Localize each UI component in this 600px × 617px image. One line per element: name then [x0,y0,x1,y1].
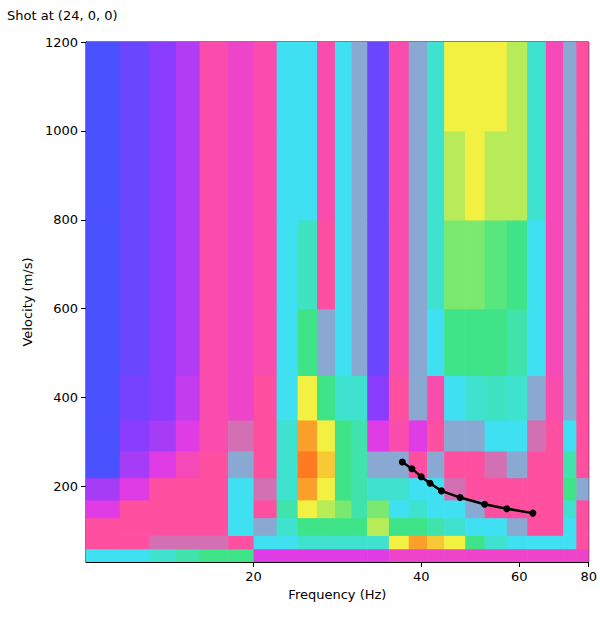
svg-text:200: 200 [53,479,78,494]
svg-text:Shot at (24, 0, 0): Shot at (24, 0, 0) [7,8,118,23]
svg-text:800: 800 [53,212,78,227]
svg-text:600: 600 [53,301,78,316]
svg-text:80: 80 [580,569,597,584]
svg-text:60: 60 [511,569,528,584]
svg-text:Velocity (m/s): Velocity (m/s) [20,257,35,346]
svg-text:Frequency (Hz): Frequency (Hz) [288,587,386,602]
svg-text:400: 400 [53,390,78,405]
svg-text:1200: 1200 [45,35,78,50]
svg-text:20: 20 [245,569,262,584]
svg-text:1000: 1000 [45,123,78,138]
svg-text:40: 40 [413,569,430,584]
